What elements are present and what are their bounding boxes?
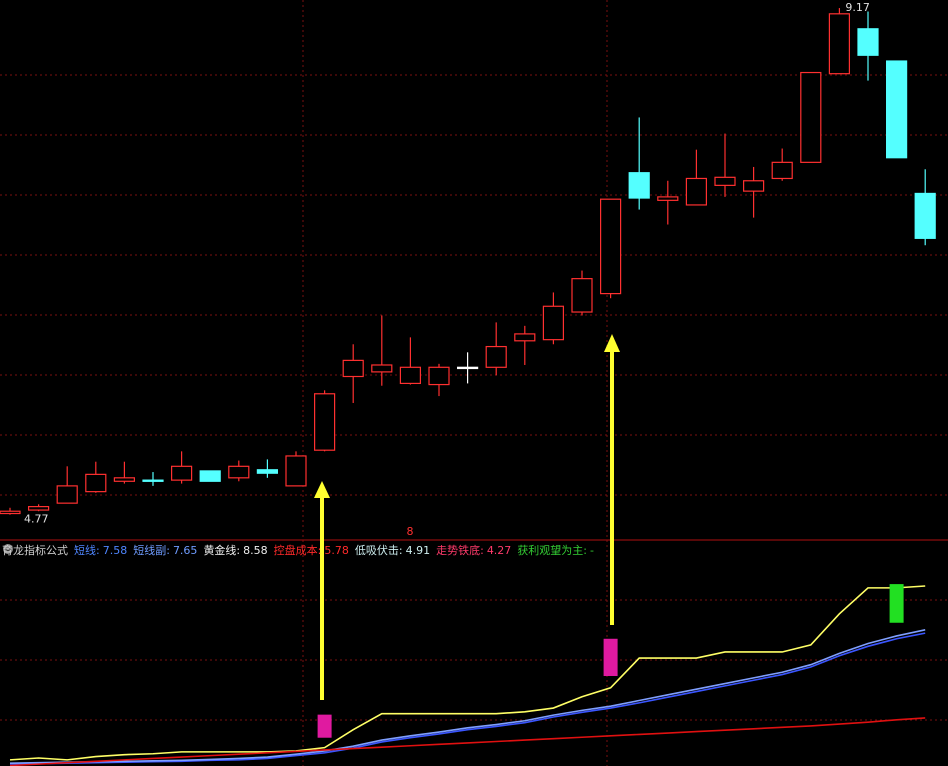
readout-item: 黄金线: 8.58 <box>203 542 267 558</box>
candle-body <box>342 359 364 378</box>
candle-body <box>657 196 679 201</box>
candle-body <box>256 469 278 474</box>
signal-arrowhead <box>314 481 330 498</box>
readout-name: 获利观望为主: <box>517 543 588 557</box>
signal-bar <box>603 638 618 676</box>
indicator-line <box>9 717 926 766</box>
readout-value: 7.58 <box>102 543 128 557</box>
candle-body <box>885 60 908 159</box>
candle-body <box>85 473 107 493</box>
candle-body <box>457 366 479 370</box>
readout-name: 短线副: <box>133 543 170 557</box>
candle-body <box>571 278 593 313</box>
readout-name: 走势铁底: <box>436 543 484 557</box>
candle-body <box>628 172 650 199</box>
signal-arrowhead <box>604 334 620 352</box>
indicator-readout: 育龙指标公式 短线: 7.58 短线副: 7.65 黄金线: 8.58 控盘成本: 5.78 低… <box>2 541 600 558</box>
candle-body <box>771 161 793 180</box>
candle-body <box>314 393 336 451</box>
readout-name: 短线: <box>74 543 100 557</box>
readout-item: 短线: 7.58 <box>74 542 127 558</box>
readout-item: 短线副: 7.65 <box>133 542 197 558</box>
candle-body <box>599 198 622 295</box>
candle-body <box>685 177 708 206</box>
candle-body <box>428 366 450 386</box>
low-label: 4.77 <box>24 513 49 526</box>
signal-bar <box>889 584 904 623</box>
candle-body <box>514 333 536 342</box>
candle-body <box>914 192 936 239</box>
marker: 8 <box>407 525 414 538</box>
indicator-icon[interactable] <box>3 544 13 554</box>
readout-name: 控盘成本: <box>273 543 322 557</box>
readout-value: 7.65 <box>172 543 198 557</box>
readout-item: 低吸伏击: 4.91 <box>355 542 430 558</box>
candle-body <box>28 506 50 511</box>
readout-item: 获利观望为主: - <box>517 542 594 558</box>
candle-body <box>171 465 193 481</box>
readout-item: 走势铁底: 4.27 <box>436 542 511 558</box>
readout-value: - <box>590 543 595 557</box>
candle-body <box>199 470 221 482</box>
indicator-line <box>9 585 926 761</box>
candle-body <box>742 180 765 192</box>
readout-name: 低吸伏击: <box>354 543 403 557</box>
readout-value: 5.78 <box>324 543 349 557</box>
candle-body <box>142 479 164 482</box>
candle-body <box>714 176 736 186</box>
readout-value: 4.27 <box>486 543 512 557</box>
high-label: 9.17 <box>845 1 870 14</box>
candle-body <box>828 13 851 75</box>
candle-body <box>857 28 879 56</box>
candle-body <box>399 366 421 385</box>
readout-name: 黄金线: <box>203 543 241 557</box>
indicator-line <box>9 632 926 765</box>
candle-body <box>0 510 21 515</box>
candle-body <box>285 455 307 487</box>
indicator-line <box>9 629 926 764</box>
candle-body <box>113 477 136 482</box>
candle-body <box>56 485 78 504</box>
candle-body <box>228 465 250 479</box>
candle-body <box>800 71 822 163</box>
arrows <box>314 334 620 700</box>
indicator-title: 育龙指标公式 <box>2 543 68 557</box>
candle-body <box>485 345 507 368</box>
indicator-icon-chevron <box>4 547 12 553</box>
candle-body <box>542 305 565 341</box>
signal-bar <box>317 714 332 738</box>
readout-value: 4.91 <box>405 543 431 557</box>
candle-body <box>371 364 393 373</box>
readout-item: 控盘成本: 5.78 <box>274 542 349 558</box>
readout-value: 8.58 <box>243 543 268 557</box>
